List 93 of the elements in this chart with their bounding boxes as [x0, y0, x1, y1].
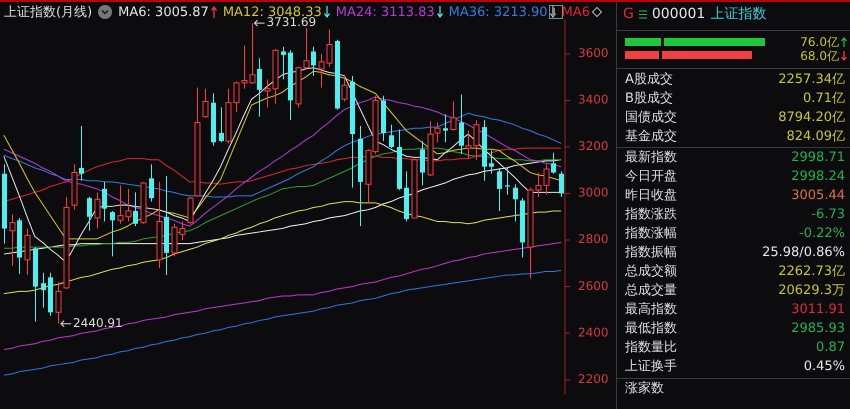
text: -0.22% — [799, 226, 845, 241]
candlestick — [559, 170, 564, 198]
annotation: 3731.69 — [266, 15, 316, 30]
category-label: 指数振幅 — [625, 244, 677, 262]
candlestick — [10, 214, 16, 266]
category-label: 最高指数 — [625, 301, 677, 319]
candlestick — [102, 181, 107, 222]
text: MA24: 3113.83 — [336, 4, 435, 20]
y-tick-label: 2400 — [578, 325, 609, 340]
category-label: 涨家数 — [625, 380, 664, 398]
category-label: A股成交 — [625, 71, 673, 89]
candlestick — [110, 210, 115, 257]
text: 25.98/0.86% — [762, 245, 845, 260]
y-tick-label: 3200 — [578, 139, 609, 154]
candlestick — [281, 46, 286, 80]
candlestick — [79, 125, 84, 182]
category-label: 最低指数 — [625, 320, 677, 338]
candlestick — [497, 167, 502, 212]
category-label: 上证换手 — [625, 358, 677, 376]
candlestick — [342, 75, 348, 102]
candlestick — [41, 272, 46, 308]
text: MA6: 3005.87 — [118, 4, 209, 20]
text: 2257.34亿 — [778, 72, 845, 87]
text: -6.73 — [811, 207, 845, 222]
candlestick — [513, 184, 518, 222]
text: 2985.93 — [791, 321, 845, 336]
candlestick — [318, 53, 324, 88]
y-tick-label: 3000 — [578, 186, 609, 200]
candlestick — [118, 184, 124, 224]
candlestick — [544, 164, 550, 196]
text: 2998.24 — [791, 169, 845, 184]
text: 上证指数 — [710, 5, 766, 23]
candlestick — [202, 88, 208, 118]
text: MA6 — [562, 4, 590, 20]
candlestick — [180, 220, 186, 241]
category-label: 基金成交 — [625, 128, 677, 146]
y-tick-label: 2200 — [578, 372, 609, 386]
text: 0.45% — [804, 359, 845, 374]
text: 68.0亿 — [800, 48, 839, 65]
category-label: 今日开盘 — [625, 168, 677, 186]
candlestick — [219, 106, 224, 143]
category-label: B股成交 — [625, 90, 673, 108]
text: 2262.73亿 — [778, 264, 845, 279]
text: 76.0亿 — [800, 34, 839, 50]
text: MA36: 3213.90 — [448, 4, 548, 20]
text: 3011.91 — [791, 302, 845, 317]
candlestick — [420, 140, 425, 186]
candlestick — [264, 78, 270, 108]
category-label: 指数量比 — [625, 339, 677, 357]
y-tick-label: 2600 — [578, 278, 609, 293]
category-label: 指数涨跌 — [625, 206, 677, 224]
candlestick — [94, 192, 100, 229]
annotation: 2440.91 — [73, 316, 123, 330]
candlestick — [434, 122, 440, 143]
text: 0.87 — [816, 340, 845, 355]
candlestick — [149, 164, 154, 202]
y-tick-label: 3400 — [578, 92, 609, 106]
text: G — [623, 6, 634, 22]
candlestick — [234, 81, 240, 112]
y-tick-label: 2800 — [578, 232, 609, 246]
text: 000001 — [652, 6, 706, 22]
category-label: 总成交额 — [625, 263, 677, 281]
candlestick — [326, 28, 332, 68]
text: 20629.3万 — [778, 283, 845, 298]
candlestick — [489, 150, 494, 174]
text: 3005.44 — [791, 188, 845, 203]
chart-title: 上证指数(月线) — [4, 4, 92, 21]
candlestick — [242, 45, 248, 90]
text: 8794.20亿 — [778, 110, 845, 125]
category-label: 指数涨幅 — [625, 225, 677, 243]
candlestick — [459, 94, 464, 154]
candlestick — [466, 130, 472, 160]
candlestick — [133, 192, 138, 227]
candlestick — [257, 58, 262, 118]
candlestick — [551, 152, 556, 174]
category-label: 总成交量 — [625, 282, 677, 300]
category-label: 国债成交 — [625, 109, 677, 127]
candlestick — [304, 28, 310, 70]
text: 824.09亿 — [786, 129, 845, 144]
candlestick — [450, 101, 456, 132]
candlestick — [250, 22, 256, 85]
candlestick — [56, 282, 62, 324]
text: 2998.71 — [791, 150, 845, 165]
candlestick — [126, 188, 132, 222]
candlestick — [536, 172, 542, 198]
candlestick — [389, 124, 394, 149]
candlestick — [87, 196, 92, 232]
y-tick-label: 3600 — [578, 46, 609, 60]
candlestick — [474, 120, 480, 160]
category-label: 昨日收盘 — [625, 187, 677, 205]
text: 0.71亿 — [803, 91, 845, 106]
candlestick — [311, 46, 316, 76]
category-label: 最新指数 — [625, 149, 677, 167]
